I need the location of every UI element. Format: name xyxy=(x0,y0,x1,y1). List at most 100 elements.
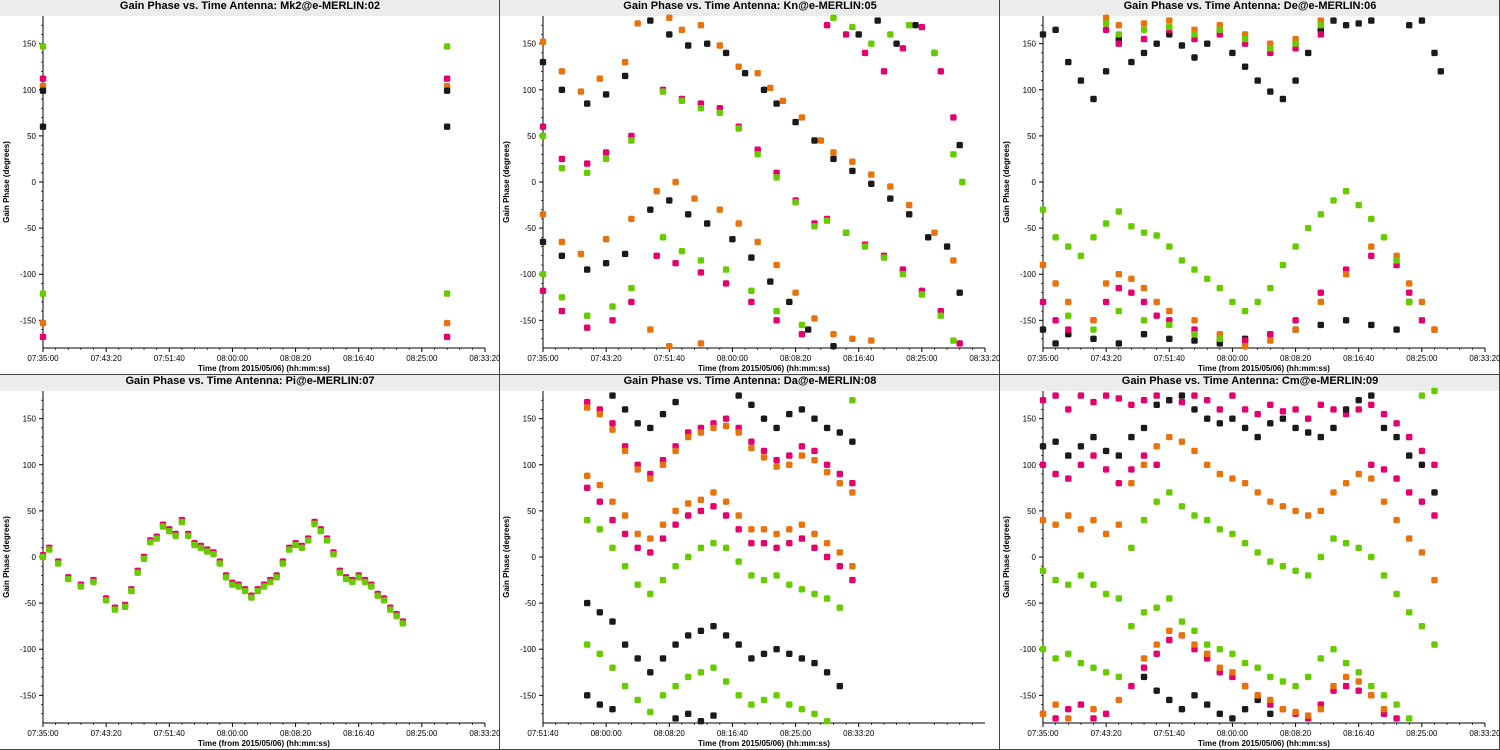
data-point xyxy=(1065,452,1072,459)
data-point xyxy=(931,229,938,236)
data-point xyxy=(1128,623,1135,630)
data-point xyxy=(741,70,749,77)
data-point xyxy=(710,623,717,630)
data-point xyxy=(1191,512,1198,519)
data-point xyxy=(1241,63,1249,70)
data-point xyxy=(937,312,944,319)
data-point xyxy=(1191,266,1198,273)
data-point xyxy=(704,220,711,227)
panel-cm: Gain Phase vs. Time Antenna: Cm@e-MERLIN… xyxy=(1000,375,1500,750)
data-point xyxy=(1115,521,1122,528)
data-point xyxy=(672,398,679,406)
data-point xyxy=(1431,512,1438,519)
data-point xyxy=(792,289,799,296)
data-point xyxy=(1393,715,1400,722)
data-point xyxy=(1102,68,1110,75)
data-point xyxy=(1153,232,1160,239)
y-tick-label: 50 xyxy=(1027,507,1036,516)
data-point xyxy=(1380,234,1388,241)
data-point xyxy=(1342,406,1350,413)
data-point xyxy=(722,632,730,639)
data-point xyxy=(1368,692,1375,699)
data-point xyxy=(292,541,299,549)
data-point xyxy=(1254,664,1261,671)
data-point xyxy=(1330,424,1337,432)
x-tick-label: 07:35:00 xyxy=(1027,354,1059,363)
data-point xyxy=(539,38,547,45)
data-point xyxy=(621,530,629,538)
data-point xyxy=(1380,466,1388,473)
data-point xyxy=(672,507,679,515)
data-point xyxy=(773,646,780,653)
data-point xyxy=(748,254,755,261)
data-point xyxy=(861,243,869,250)
y-tick-label: 0 xyxy=(32,553,37,562)
data-point xyxy=(197,544,205,551)
data-point xyxy=(1115,595,1122,602)
data-point xyxy=(798,706,806,713)
data-point xyxy=(849,158,856,165)
data-point xyxy=(1305,415,1312,422)
x-tick-label: 08:25:00 xyxy=(780,729,812,738)
data-point xyxy=(1090,664,1097,671)
data-point xyxy=(1140,673,1148,681)
data-point xyxy=(1115,31,1122,38)
data-point xyxy=(786,581,793,588)
data-point xyxy=(1418,447,1426,455)
data-point xyxy=(773,457,780,464)
data-point xyxy=(760,415,768,422)
data-point xyxy=(697,544,705,551)
x-tick-label: 08:16:40 xyxy=(717,729,749,738)
data-point xyxy=(685,500,692,507)
data-point xyxy=(387,606,394,613)
data-point xyxy=(918,23,926,31)
data-point xyxy=(1166,335,1173,342)
x-tick-label: 08:16:40 xyxy=(843,354,875,363)
data-point xyxy=(1090,326,1097,333)
title-bar xyxy=(1000,0,1500,16)
data-point xyxy=(1418,317,1426,324)
y-tick-label: 50 xyxy=(27,132,36,141)
data-point xyxy=(1279,95,1287,103)
data-point xyxy=(621,58,629,66)
data-point xyxy=(1077,701,1085,708)
data-point xyxy=(596,701,603,708)
data-point xyxy=(773,572,780,579)
x-tick-label: 08:16:40 xyxy=(1343,354,1375,363)
data-point xyxy=(1393,701,1400,708)
data-point xyxy=(1128,289,1135,296)
data-point xyxy=(1241,480,1249,487)
data-point xyxy=(659,692,667,699)
data-point xyxy=(355,574,362,581)
data-point xyxy=(1140,298,1148,306)
data-point xyxy=(697,496,705,503)
data-point xyxy=(1380,410,1388,418)
data-point xyxy=(1406,22,1413,29)
data-point xyxy=(1153,298,1160,306)
data-point xyxy=(798,331,806,338)
data-point xyxy=(805,326,812,333)
data-point xyxy=(925,234,932,241)
data-point xyxy=(729,236,736,243)
data-point xyxy=(204,548,211,555)
data-point xyxy=(596,498,603,505)
data-point xyxy=(1267,498,1274,505)
data-point xyxy=(1204,516,1211,524)
data-point xyxy=(621,512,629,519)
data-point xyxy=(1153,392,1160,399)
data-point xyxy=(634,696,641,704)
data-point xyxy=(760,526,768,533)
data-point xyxy=(937,68,944,75)
data-point xyxy=(1178,706,1186,713)
y-tick-label: 100 xyxy=(523,461,537,470)
data-point xyxy=(1153,401,1160,408)
data-point xyxy=(950,337,957,344)
data-point xyxy=(1102,710,1110,717)
y-tick-label: 150 xyxy=(23,415,37,424)
series-group xyxy=(1039,387,1438,722)
data-point xyxy=(1090,433,1097,441)
data-point xyxy=(185,532,192,539)
x-tick-label: 07:43:20 xyxy=(1091,354,1123,363)
data-point xyxy=(1292,317,1299,324)
data-point xyxy=(647,708,654,716)
